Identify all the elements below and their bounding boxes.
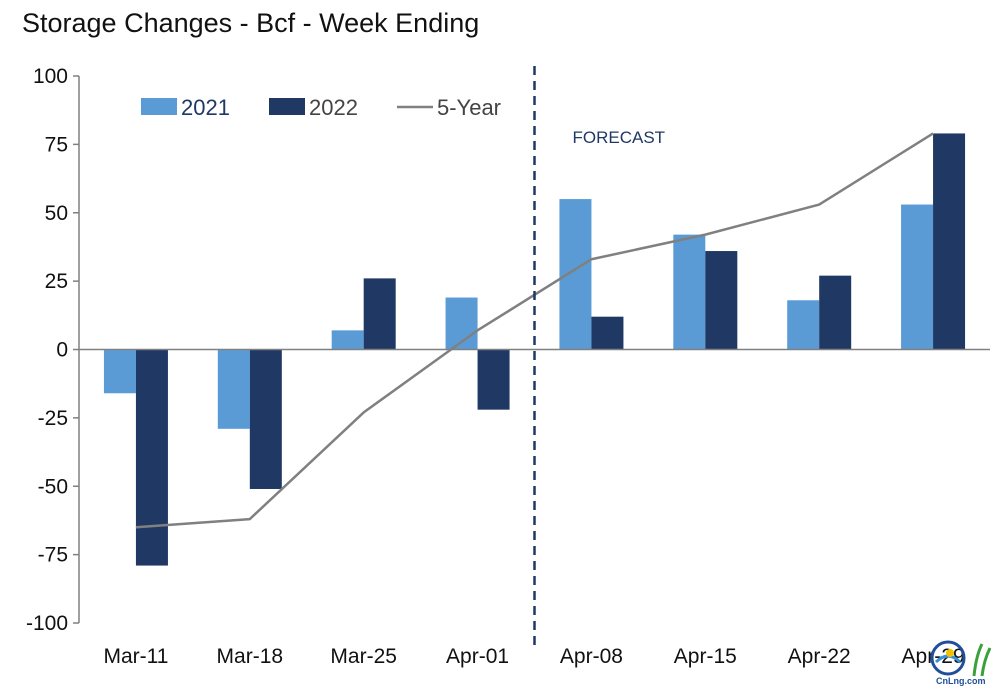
bar-2022-apr-15 bbox=[705, 251, 738, 350]
y-tick-label: 0 bbox=[56, 339, 68, 362]
x-tick-label: Mar-11 bbox=[103, 645, 168, 668]
x-tick-label: Apr-01 bbox=[446, 645, 509, 668]
bar-2021-mar-11 bbox=[103, 349, 136, 394]
bar-2022-mar-11 bbox=[135, 349, 168, 566]
y-tick-label: -100 bbox=[26, 612, 68, 635]
y-tick-label: 75 bbox=[45, 133, 68, 156]
x-axis: Mar-11 Mar-18 Mar-25 Apr-01 Apr-08 Apr-15 Apr-… bbox=[79, 348, 990, 668]
bar-2021-apr-22 bbox=[787, 300, 820, 350]
legend-swatch-2022 bbox=[269, 98, 305, 115]
forecast-label: FORECAST bbox=[573, 128, 666, 147]
x-tick-label: Apr-08 bbox=[560, 645, 623, 668]
bar-2021-apr-15 bbox=[673, 234, 706, 350]
y-tick-label: -25 bbox=[38, 407, 68, 430]
bar-2022-mar-25 bbox=[363, 278, 396, 350]
forecast-divider: FORECAST bbox=[533, 66, 666, 645]
bar-2022-apr-01 bbox=[477, 349, 510, 410]
bar-2021-apr-08 bbox=[559, 199, 592, 350]
legend-label-2022: 2022 bbox=[309, 95, 358, 120]
bar-2022-mar-18 bbox=[249, 349, 282, 489]
bar-2021-apr-29 bbox=[901, 204, 934, 350]
x-tick-label: Mar-25 bbox=[330, 645, 397, 668]
legend: 2021 2022 5-Year bbox=[141, 95, 501, 120]
bar-2022-apr-08 bbox=[591, 316, 624, 350]
legend-label-2021: 2021 bbox=[181, 95, 230, 120]
legend-label-5-year: 5-Year bbox=[437, 95, 501, 120]
chart-title: Storage Changes - Bcf - Week Ending bbox=[22, 8, 480, 38]
bar-2022-apr-29 bbox=[933, 133, 966, 350]
x-tick-label: Mar-18 bbox=[217, 645, 284, 668]
watermark-text: CnLng.com bbox=[936, 676, 986, 686]
y-tick-label: 50 bbox=[45, 202, 68, 225]
legend-swatch-2021 bbox=[141, 98, 177, 115]
y-axis: 100 75 50 25 0 -25 -50 -75 -100 bbox=[26, 65, 80, 635]
y-tick-label: -50 bbox=[38, 475, 68, 498]
x-tick-label: Apr-22 bbox=[788, 645, 851, 668]
bar-2021-mar-25 bbox=[331, 330, 364, 350]
bars bbox=[103, 133, 966, 566]
bar-2022-apr-22 bbox=[819, 275, 852, 350]
y-tick-label: 25 bbox=[45, 270, 68, 293]
y-tick-label: 100 bbox=[33, 65, 68, 88]
x-tick-label: Apr-15 bbox=[674, 645, 737, 668]
y-tick-label: -75 bbox=[38, 544, 68, 567]
bar-2021-mar-18 bbox=[217, 349, 250, 429]
watermark-logo: CnLng.com bbox=[926, 636, 994, 686]
